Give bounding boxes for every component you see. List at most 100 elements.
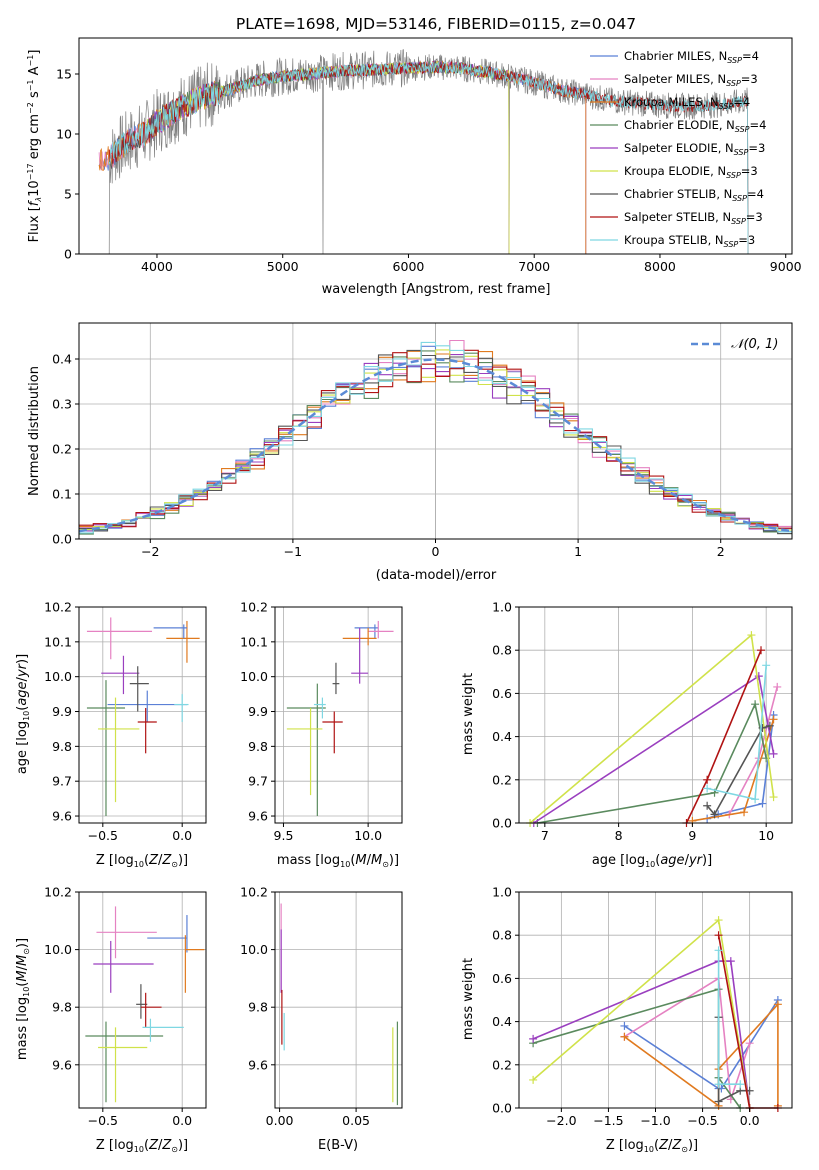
y-tick-label: 0.8 [492, 928, 512, 943]
x-tick-label: −2 [141, 544, 159, 559]
mass-weight-marker-kroupa-stelib [703, 784, 712, 793]
mass-weight-marker-kroupa-elodie [747, 631, 756, 640]
grid [275, 606, 402, 823]
age-vs-z-panel: −0.5 0.0 9.6 9.7 9.8 9.9 10.0 10.1 10.2 [44, 600, 207, 843]
legend-sub: SSP [731, 217, 746, 226]
y-tick-label: 9.6 [52, 1057, 72, 1072]
mass-weight-line-chabrier-miles [623, 999, 779, 1090]
x-tick-label: −1.0 [640, 1113, 670, 1128]
legend-sub: SSP [726, 171, 741, 180]
x-tick-label: 6000 [393, 259, 425, 274]
mass-weight-line-kroupa-stelib [706, 665, 767, 801]
y-tick-label: 0.8 [492, 643, 512, 658]
y-tick-label: 5 [64, 187, 72, 202]
legend-sub: SSP [734, 148, 749, 157]
mass-weight-line-kroupa-elodie [532, 918, 751, 1109]
x-tick-label: 9000 [770, 259, 802, 274]
y-tick-label: 10.0 [240, 669, 268, 684]
spectrum-panel: 4000 5000 6000 7000 8000 9000 0 5 10 15 Chabrier … [26, 37, 802, 297]
mass-weight-marker-chabrier-stelib [703, 801, 712, 810]
mass-weight-marker-chabrier-miles [758, 799, 767, 808]
mass-weight-marker-salpeter-stelib [714, 931, 723, 940]
mass-weight-marker-chabrier-stelib [758, 723, 767, 732]
legend-rest: =3 [741, 164, 758, 178]
mass-weight-marker-kroupa-miles [620, 1032, 629, 1041]
mass-weight-vs-age-panel: 7 8 9 10 0.0 0.2 0.4 0.6 0.8 1.0 [492, 600, 793, 843]
ticks: −2.0 −1.5 −1.0 −0.5 0.0 0.0 0.2 0.4 0.6 0.8 1.0 [492, 885, 760, 1129]
legend-label: Chabrier ELODIE, NSSP=4 [624, 118, 766, 134]
axes-frame [274, 891, 403, 1109]
mass-vs-z-xlabel: Z [log10(Z/Z⊙)] [96, 1138, 188, 1154]
mass-weight-marker-salpeter-miles [745, 1039, 754, 1048]
plot-area [85, 906, 205, 1103]
legend-sub: SSP [724, 240, 739, 249]
mass-weight-line-chabrier-elodie [532, 988, 741, 1109]
y-tick-label: 0.4 [492, 1014, 512, 1029]
y-tick-label: 9.6 [248, 1057, 268, 1072]
y-tick-label: 9.9 [52, 704, 72, 719]
y-tick-label: 9.8 [248, 1000, 268, 1015]
y-tick-label: 10.0 [44, 669, 72, 684]
y-tick-label: 10.2 [44, 600, 72, 615]
legend-label: Kroupa ELODIE, NSSP=3 [624, 164, 758, 180]
y-tick-label: 0.0 [52, 532, 72, 547]
y-tick-label: 0.6 [492, 971, 512, 986]
y-tick-label: 0.1 [52, 487, 72, 502]
x-tick-label: −0.5 [687, 1113, 717, 1128]
x-tick-label: 0.0 [172, 828, 192, 843]
mass-vs-ebv-xlabel: E(B-V) [318, 1138, 358, 1153]
grid [519, 891, 792, 1109]
x-tick-label: 10.0 [354, 828, 382, 843]
age-vs-z-xlabel: Z [log10(Z/Z⊙)] [96, 853, 188, 869]
y-tick-label: 1.0 [492, 885, 512, 900]
y-tick-label: 15 [56, 67, 72, 82]
mass-weight-marker-salpeter-elodie [529, 1034, 538, 1043]
y-tick-label: 0 [64, 247, 72, 262]
legend-sub: SSP [735, 125, 750, 134]
legend-sub: SSP [726, 79, 741, 88]
mass-weight-marker-kroupa-stelib [736, 1080, 745, 1089]
figure-title: PLATE=1698, MJD=53146, FIBERID=0115, z=0… [236, 15, 636, 33]
mass-weight-marker-salpeter-elodie [726, 957, 735, 966]
spectrum-xlabel: wavelength [Angstrom, rest frame] [322, 282, 551, 297]
model-spectrum-kroupa-miles [98, 61, 587, 254]
x-tick-label: 1 [574, 544, 582, 559]
normal-distribution-curve [78, 358, 793, 533]
model-spectrum-salpeter-miles [98, 61, 587, 254]
x-tick-label: 8000 [644, 259, 676, 274]
y-tick-label: 9.7 [248, 774, 268, 789]
mass-weight-line-kroupa-miles [623, 1002, 779, 1108]
legend-sub: SSP [732, 194, 747, 203]
x-tick-label: 7000 [518, 259, 550, 274]
x-tick-label: 0.0 [740, 1113, 760, 1128]
mass-weight-line-salpeter-elodie [533, 674, 775, 824]
y-tick-label: 10.2 [240, 885, 268, 900]
legend-sub: SSP [727, 56, 742, 65]
mass-weight-marker-kroupa-miles [773, 1000, 782, 1009]
x-tick-label: 0.05 [342, 1113, 370, 1128]
y-tick-label: 10.2 [240, 600, 268, 615]
residuals-legend: 𝒩(0, 1) [691, 337, 778, 352]
y-tick-label: 0.0 [492, 1101, 512, 1116]
x-tick-label: −1 [284, 544, 302, 559]
legend-rest: =3 [748, 141, 765, 155]
model-spectrum-kroupa-elodie [144, 60, 510, 254]
y-tick-label: 1.0 [492, 600, 512, 615]
y-tick-label: 9.6 [248, 809, 268, 824]
mass-vs-z-ylabel: mass [log10(M/M⊙)] [15, 938, 31, 1060]
spectrum-ylabel: Flux [fλ10−17 erg cm−2 s−1 A−1] [26, 50, 43, 243]
plot-area [286, 620, 394, 817]
age-vs-mass-panel: 9.5 10.0 9.6 9.7 9.8 9.9 10.0 10.1 10.2 [240, 600, 403, 844]
legend-label: Kroupa STELIB, NSSP=3 [624, 233, 755, 249]
x-tick-label: −1.5 [593, 1113, 623, 1128]
x-tick-label: 7 [541, 828, 549, 843]
ticks: −0.5 0.0 9.6 9.8 10.0 10.2 [44, 885, 192, 1129]
legend-rest: =3 [746, 210, 763, 224]
legend-rest: =4 [733, 95, 750, 109]
x-tick-label: 0 [432, 544, 440, 559]
spectrum-lines [98, 49, 749, 254]
mass-weight-marker-salpeter-stelib [703, 775, 712, 784]
ticks: 9.5 10.0 9.6 9.7 9.8 9.9 10.0 10.1 10.2 [240, 600, 382, 844]
mass-weight-age-xlabel: age [log10(age/yr)] [592, 853, 712, 869]
